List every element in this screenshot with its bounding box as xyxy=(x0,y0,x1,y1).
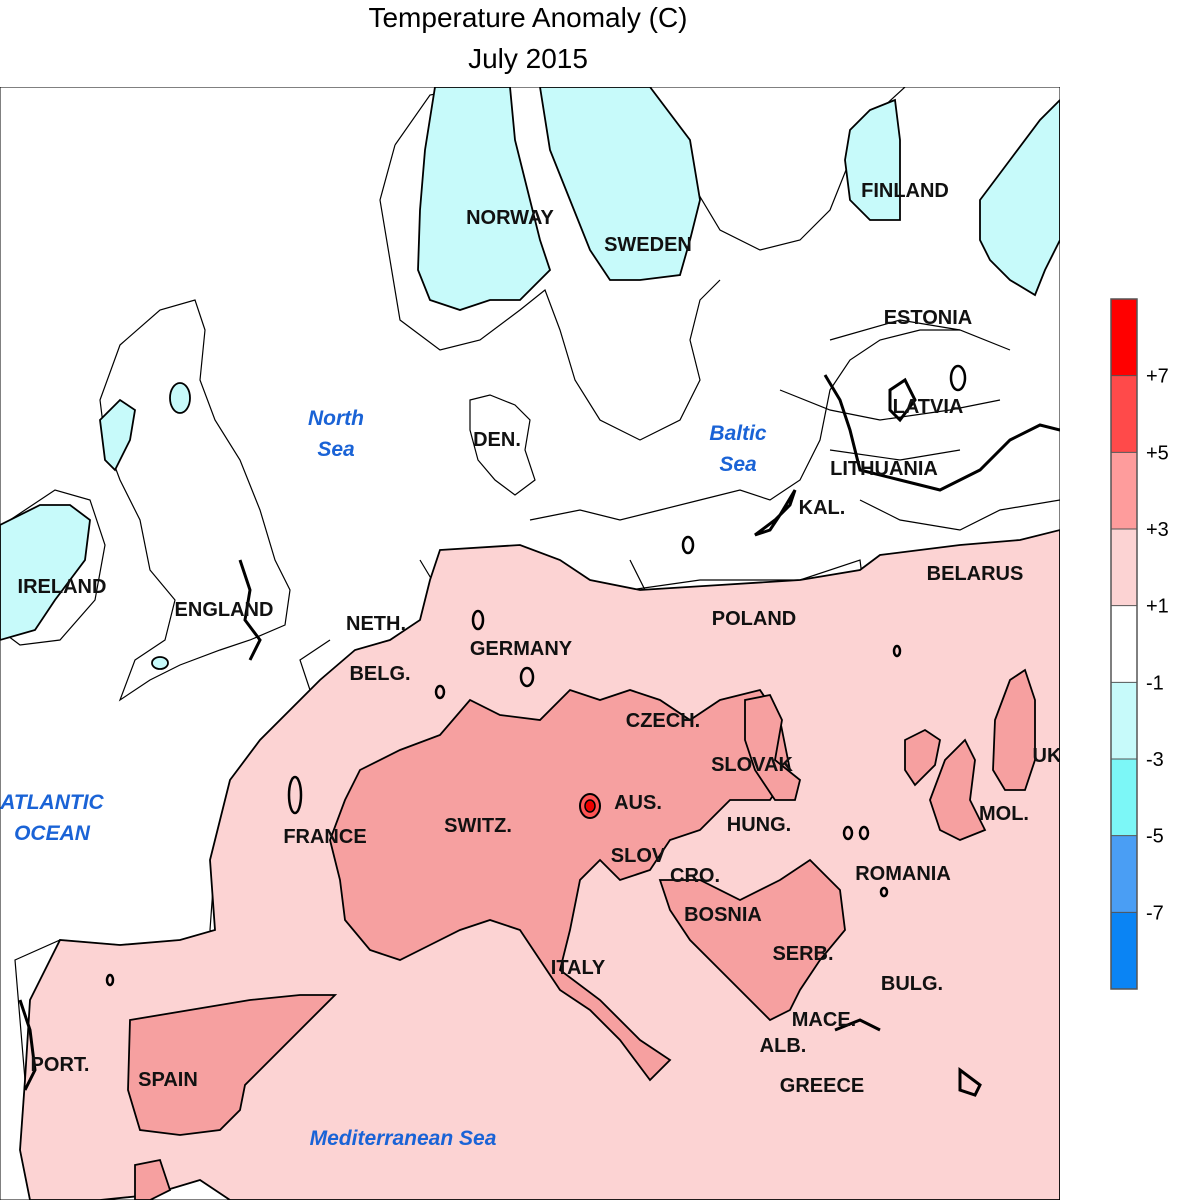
label-ireland: IRELAND xyxy=(18,576,107,598)
colorbar-swatch xyxy=(1111,299,1137,376)
label-aus: AUS. xyxy=(614,792,662,814)
colorbar-swatches xyxy=(1111,299,1137,989)
anomaly-region-plus3-plus5-slovakia xyxy=(744,693,802,801)
label-alb: ALB. xyxy=(760,1035,807,1057)
label-baltic-sea-2: Sea xyxy=(719,453,757,476)
label-mol: MOL. xyxy=(979,803,1029,825)
label-lithuania: LITHUANIA xyxy=(830,458,938,480)
label-den: DEN. xyxy=(473,429,521,451)
label-finland: FINLAND xyxy=(861,180,949,202)
colorbar-tick-label: -1 xyxy=(1146,672,1164,694)
label-uk: UK xyxy=(1033,745,1060,767)
colorbar-tick-label: +3 xyxy=(1146,519,1169,541)
label-neth: NETH. xyxy=(346,613,406,635)
anomaly-region-plus3-plus5-central xyxy=(329,688,791,1082)
label-germany: GERMANY xyxy=(470,638,573,660)
label-slovak: SLOVAK xyxy=(711,754,793,776)
label-greece: GREECE xyxy=(780,1075,864,1097)
label-port: PORT. xyxy=(31,1054,90,1076)
colorbar-swatch xyxy=(1111,759,1137,836)
label-bulg: BULG. xyxy=(881,973,943,995)
anomaly-map: NORWAY SWEDEN FINLAND ESTONIA LATVIA LIT… xyxy=(0,87,1060,1200)
anomaly-region-plus3-plus5-spain xyxy=(127,994,338,1136)
anomaly-region-gt7 xyxy=(584,799,596,813)
label-belarus: BELARUS xyxy=(927,563,1024,585)
label-atlantic-1: ATLANTIC xyxy=(0,791,105,814)
sea-labels: North Sea Baltic Sea ATLANTIC OCEAN Medi… xyxy=(0,407,767,1150)
colorbar-swatch xyxy=(1111,912,1137,989)
label-norway: NORWAY xyxy=(466,207,554,229)
label-poland: POLAND xyxy=(712,608,796,630)
label-latvia: LATVIA xyxy=(893,396,964,418)
label-slov: SLOV xyxy=(611,845,666,867)
anomaly-region-neg1-neg3-ireland xyxy=(0,504,91,641)
chart-title: Temperature Anomaly (C) xyxy=(368,2,688,33)
colorbar-tick-label: -5 xyxy=(1146,826,1164,848)
label-mace: MACE. xyxy=(792,1009,856,1031)
anomaly-region-plus3-plus5-balkans xyxy=(658,858,846,1022)
label-baltic-sea-1: Baltic xyxy=(709,422,767,445)
colorbar-tick-label: -7 xyxy=(1146,902,1164,924)
label-cro: CRO. xyxy=(670,865,720,887)
zero-contours xyxy=(18,374,1060,1097)
chart-subtitle: July 2015 xyxy=(468,43,588,74)
label-kal: KAL. xyxy=(799,497,846,519)
label-spain: SPAIN xyxy=(138,1069,198,1091)
colorbar-swatch xyxy=(1111,605,1137,683)
label-sweden: SWEDEN xyxy=(604,234,692,256)
label-czech: CZECH. xyxy=(626,710,700,732)
anomaly-region-plus3-plus5-south-spain xyxy=(134,1158,172,1200)
colorbar-swatch xyxy=(1111,375,1137,453)
colorbar-swatch xyxy=(1111,529,1137,606)
colorbar-swatch xyxy=(1111,682,1137,759)
colorbar-swatch xyxy=(1111,835,1137,913)
label-switz: SWITZ. xyxy=(444,815,512,837)
label-bosnia: BOSNIA xyxy=(684,904,762,926)
anomaly-region-neg1-neg3-east-england xyxy=(169,382,191,414)
anomaly-region-plus3-plus5-moldova xyxy=(929,738,987,841)
colorbar-ticks: +7 +5 +3 +1 -1 -3 -5 -7 xyxy=(1111,366,1169,924)
label-serb: SERB. xyxy=(772,943,833,965)
anomaly-region-plus3-plus5-ukraine xyxy=(992,668,1036,791)
label-belg: BELG. xyxy=(349,663,410,685)
label-france: FRANCE xyxy=(283,826,366,848)
country-labels: NORWAY SWEDEN FINLAND ESTONIA LATVIA LIT… xyxy=(18,180,1060,1097)
anomaly-region-neg1-neg3-sweden xyxy=(539,87,701,281)
anomaly-region-neg1-neg3-south-england xyxy=(151,656,169,670)
label-england: ENGLAND xyxy=(175,599,274,621)
label-romania: ROMANIA xyxy=(855,863,951,885)
anomaly-region-plus3-plus5-west-ukraine xyxy=(904,728,942,787)
anomaly-region-neg1-neg3-northeast xyxy=(979,98,1060,297)
colorbar-tick-label: -3 xyxy=(1146,749,1164,771)
colorbar-legend: +7 +5 +3 +1 -1 -3 -5 -7 xyxy=(1110,298,1169,990)
colorbar-swatch xyxy=(1111,452,1137,529)
colorbar-tick-label: +5 xyxy=(1146,442,1169,464)
label-north-sea-1: North xyxy=(308,407,364,430)
small-contours xyxy=(105,364,967,987)
anomaly-region-neg1-neg3-scotland xyxy=(99,398,136,472)
label-hung: HUNG. xyxy=(727,814,791,836)
label-italy: ITALY xyxy=(551,957,606,979)
label-north-sea-2: Sea xyxy=(317,438,355,461)
anomaly-region-neg1-neg3-scandinavia xyxy=(417,87,552,311)
label-mediterranean: Mediterranean Sea xyxy=(310,1127,497,1150)
colorbar-tick-label: +1 xyxy=(1146,596,1169,618)
anomaly-region-neg1-neg3-finland xyxy=(844,98,901,221)
label-estonia: ESTONIA xyxy=(884,307,973,329)
label-atlantic-2: OCEAN xyxy=(14,822,91,845)
colorbar-tick-label: +7 xyxy=(1146,366,1169,388)
